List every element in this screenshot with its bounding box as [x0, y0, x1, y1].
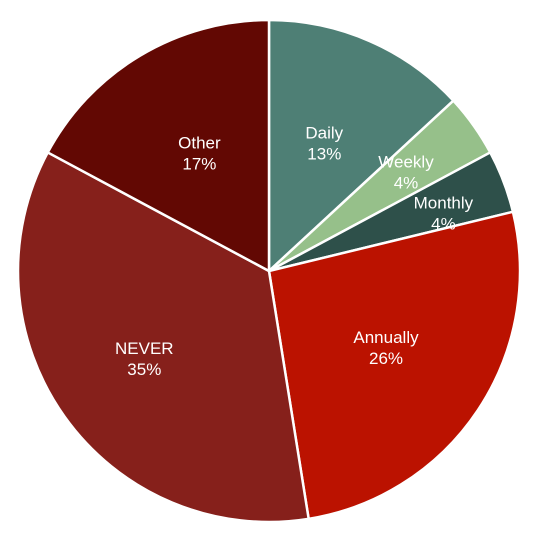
slice-percent-never: 35%: [127, 360, 161, 379]
slice-category-daily: Daily: [305, 124, 343, 143]
slice-percent-daily: 13%: [307, 145, 341, 164]
slice-label-annually: Annually 26%: [353, 328, 419, 368]
slice-category-other: Other: [178, 134, 221, 153]
pie-slice-annually: [267, 210, 522, 521]
slice-label-weekly: Weekly 4%: [378, 153, 434, 193]
slice-category-never: NEVER: [115, 339, 174, 358]
slice-category-monthly: Monthly: [414, 194, 474, 213]
slice-label-monthly: Monthly 4%: [414, 194, 474, 234]
pie-slices: [16, 18, 522, 524]
pie-slice-daily: [267, 18, 455, 273]
slice-label-never: NEVER 35%: [115, 339, 174, 379]
pie-slice-never: [16, 151, 310, 524]
pie-labels: Daily 13% Weekly 4%Monthly 4%Annually 26%NEVE…: [115, 124, 474, 379]
slice-category-weekly: Weekly: [378, 153, 434, 172]
slice-percent-annually: 26%: [369, 349, 403, 368]
slice-percent-monthly: 4%: [431, 215, 456, 234]
slice-label-daily: Daily 13%: [305, 124, 343, 164]
slice-label-other: Other 17%: [178, 134, 221, 174]
slice-category-annually: Annually: [353, 328, 419, 347]
slice-percent-weekly: 4%: [394, 174, 419, 193]
slice-percent-other: 17%: [182, 155, 216, 174]
pie-slice-other: [46, 18, 271, 273]
